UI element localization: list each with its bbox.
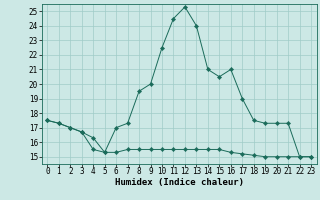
X-axis label: Humidex (Indice chaleur): Humidex (Indice chaleur)	[115, 178, 244, 187]
